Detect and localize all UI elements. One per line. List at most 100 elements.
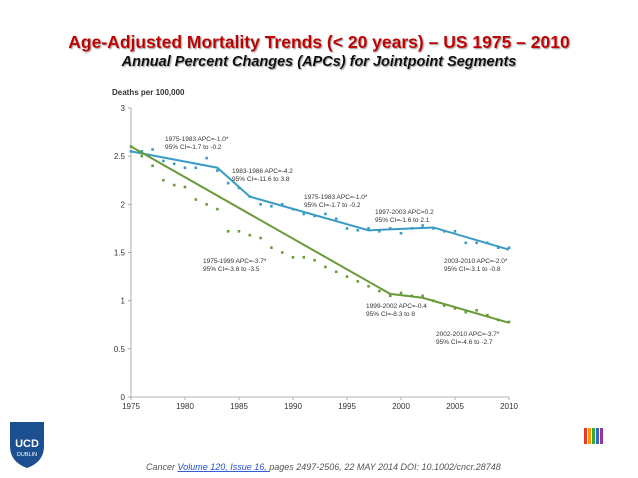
data-point	[302, 212, 306, 216]
data-point	[259, 203, 262, 206]
data-point	[388, 294, 392, 298]
data-point	[162, 159, 165, 163]
logo-bar	[584, 428, 587, 444]
x-tick-label: 1990	[284, 402, 302, 411]
data-point	[216, 169, 219, 172]
annotation: 1999-2002 APC=-0.4	[366, 303, 427, 310]
data-point	[205, 203, 208, 206]
y-axis-label: Deaths per 100,000	[112, 88, 185, 97]
hospital-logo	[584, 428, 603, 444]
data-point	[280, 251, 284, 254]
data-point	[367, 284, 370, 288]
annotation: 95% CI=-3.1 to -0.8	[444, 266, 501, 273]
annotation: 95% CI=-1.6 to 2.1	[375, 217, 430, 224]
data-point	[507, 246, 511, 249]
logo-bar	[588, 428, 591, 444]
data-point	[453, 230, 457, 233]
y-tick-label: 1.5	[114, 249, 126, 258]
x-tick-label: 1995	[338, 402, 356, 411]
x-tick-label: 2005	[446, 402, 464, 411]
slide-title: Age-Adjusted Mortality Trends (< 20 year…	[68, 32, 570, 52]
x-tick-label: 1980	[176, 402, 194, 411]
x-tick-label: 2000	[392, 402, 410, 411]
data-point	[140, 154, 144, 158]
data-point	[475, 241, 478, 245]
data-point	[399, 231, 403, 235]
data-point	[464, 241, 468, 245]
annotation: 1975-1999 APC=-3.7*	[203, 258, 267, 265]
data-point	[226, 230, 230, 233]
annotation: 95% CI=-1.7 to -0.2	[165, 144, 222, 151]
data-point	[259, 236, 262, 240]
logo-text: DUBLIN	[17, 452, 37, 458]
annotation: 2003-2010 APC=-2.0*	[444, 258, 508, 265]
data-point	[140, 150, 144, 153]
logo-bar	[600, 428, 603, 444]
annotation: 1975-1983 APC=-1.0*	[304, 194, 368, 201]
data-point	[345, 275, 349, 278]
logo-text: UCD	[15, 438, 39, 450]
data-point	[378, 230, 381, 233]
trend-line	[130, 145, 510, 324]
annotation: 95% CI=-1.7 to -0.2	[304, 202, 361, 209]
data-point	[486, 313, 489, 317]
trend-line	[130, 150, 510, 251]
annotation: 95% CI=-8.3 to 8	[366, 311, 415, 318]
data-point	[356, 229, 360, 232]
slide-subtitle: Annual Percent Changes (APCs) for Jointp…	[121, 54, 517, 70]
data-point	[378, 289, 381, 293]
logo-bar	[592, 428, 595, 444]
data-point	[399, 291, 403, 295]
data-point	[464, 310, 468, 314]
data-point	[421, 294, 424, 298]
annotation: 1983-1986 APC=-4.2	[232, 168, 293, 175]
data-point	[162, 178, 165, 182]
data-point	[183, 166, 187, 170]
citation: Cancer Volume 120, Issue 16, pages 2497-…	[146, 462, 501, 472]
logo-bar	[596, 428, 599, 444]
x-tick-label: 2010	[500, 402, 518, 411]
data-point	[453, 307, 457, 310]
data-point	[475, 309, 478, 312]
annotation: 95% CI=-4.6 to -2.7	[436, 339, 493, 346]
data-point	[194, 166, 198, 170]
data-point	[151, 164, 154, 168]
data-point	[291, 256, 295, 259]
data-point	[334, 270, 338, 274]
y-tick-label: 2.5	[114, 152, 126, 161]
data-point	[151, 148, 154, 151]
data-point	[280, 203, 284, 206]
data-point	[345, 227, 349, 230]
data-point	[248, 233, 252, 237]
y-tick-label: 0.5	[114, 345, 126, 354]
annotation: 2002-2010 APC=-3.7*	[436, 331, 500, 338]
annotation: 95% CI=-3.8 to -3.5	[203, 266, 260, 273]
logo-shield	[10, 422, 44, 468]
data-point	[226, 181, 230, 185]
data-point	[216, 207, 219, 211]
ucd-logo: UCD DUBLIN	[10, 422, 44, 468]
annotation: 1997-2003 APC=0.2	[375, 209, 434, 216]
data-point	[237, 230, 241, 233]
y-tick-label: 3	[121, 104, 126, 113]
x-tick-label: 1985	[230, 402, 248, 411]
y-tick-label: 2	[121, 200, 126, 209]
data-point	[194, 198, 198, 201]
citation-link[interactable]: Volume 120, Issue 16,	[178, 462, 270, 472]
data-point	[270, 204, 273, 208]
data-point	[183, 185, 187, 189]
data-point	[302, 256, 306, 259]
data-point	[172, 183, 176, 187]
data-point	[324, 265, 327, 269]
data-point	[442, 304, 446, 307]
data-point	[334, 217, 338, 221]
data-point	[205, 156, 208, 160]
data-point	[367, 227, 370, 230]
citation-text: pages 2497-2506, 22 MAY 2014 DOI: 10.100…	[268, 462, 501, 472]
data-point	[421, 224, 424, 227]
y-tick-label: 0	[121, 393, 126, 402]
annotation: 95% CI=-11.6 to 3.8	[232, 176, 290, 183]
x-tick-label: 1975	[122, 402, 140, 411]
annotation: 1975-1983 APC=-1.0*	[165, 136, 229, 143]
